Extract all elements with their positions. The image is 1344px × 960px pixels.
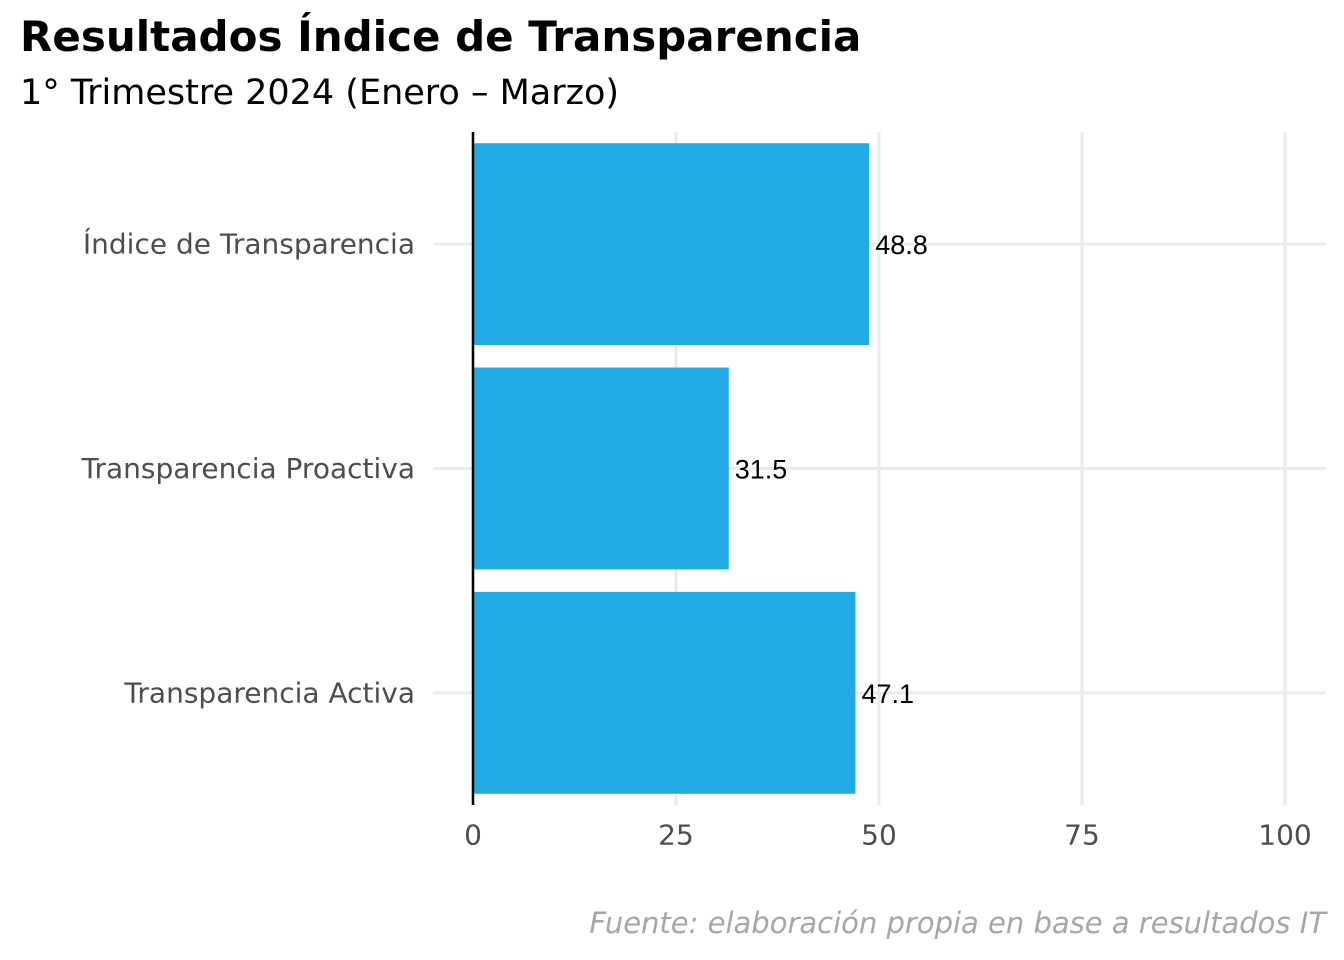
data-label: 31.5 [735, 455, 788, 485]
chart-title: Resultados Índice de Transparencia [20, 12, 862, 61]
x-tick-label: 25 [658, 819, 694, 852]
category-label: Transparencia Activa [123, 676, 415, 709]
x-tick-label: 75 [1064, 819, 1100, 852]
labels: Índice de Transparencia Transparencia Pro… [81, 227, 1312, 852]
bar [473, 367, 729, 570]
x-tick-label: 50 [861, 819, 897, 852]
category-label: Índice de Transparencia [83, 227, 415, 261]
x-tick-label: 0 [464, 819, 482, 852]
x-tick-label: 100 [1258, 819, 1311, 852]
bar [473, 591, 856, 794]
data-label: 47.1 [861, 679, 914, 709]
bar [473, 143, 870, 346]
bars [473, 143, 870, 794]
category-label: Transparencia Proactiva [81, 452, 415, 485]
chart-caption: Fuente: elaboración propia en base a res… [589, 906, 1326, 940]
data-label: 48.8 [875, 230, 928, 260]
chart-subtitle: 1° Trimestre 2024 (Enero – Marzo) [20, 73, 620, 113]
